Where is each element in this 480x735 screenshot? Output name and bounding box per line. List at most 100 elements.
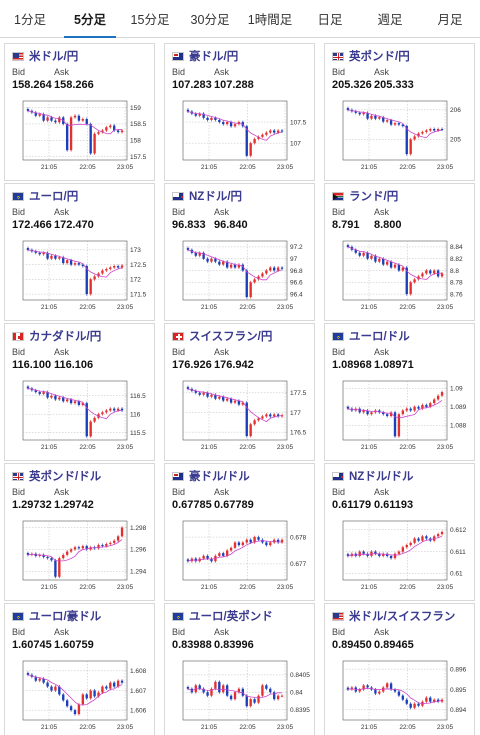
pair-link[interactable]: ランド/円 (332, 189, 398, 203)
pair-link[interactable]: 米ドル/円 (12, 49, 78, 63)
flag-za-icon (332, 191, 344, 201)
rate-card[interactable]: カナダドル/円 Bid Ask 116.100 116.106 116.5 116 115.5… (4, 323, 155, 461)
rate-card[interactable]: 米ドル/スイスフラン Bid Ask 0.89450 0.89465 0.896 0.895… (324, 603, 475, 735)
rate-card[interactable]: ユーロ/豪ドル Bid Ask 1.60745 1.60759 1.608 1.607 1.6… (4, 603, 155, 735)
candle-body (378, 691, 381, 694)
x-tick-label: 22:05 (79, 444, 96, 451)
pair-link[interactable]: ユーロ/円 (12, 189, 78, 203)
candle-body (257, 537, 260, 540)
x-tick-label: 22:05 (399, 304, 416, 311)
pair-link[interactable]: 英ポンド/ドル (12, 469, 101, 483)
x-tick-label: 23:05 (437, 304, 454, 311)
candlestick-chart[interactable]: 0.896 0.895 0.894 21:05 22:05 23:05 (329, 657, 472, 735)
pair-link[interactable]: カナダドル/円 (12, 329, 101, 343)
bid-label: Bid (172, 67, 186, 77)
ask-label: Ask (374, 627, 390, 637)
candle-body (109, 542, 112, 544)
y-tick-label: 0.612 (450, 527, 467, 534)
rate-card[interactable]: NZドル/円 Bid Ask 96.833 96.840 97.2 97 96.8 96.6 96… (164, 183, 315, 321)
candlestick-chart[interactable]: 206 205 21:05 22:05 23:05 (329, 97, 472, 179)
pair-link[interactable]: ユーロ/豪ドル (12, 609, 101, 623)
candle-body (409, 703, 412, 708)
candle-body (385, 120, 389, 122)
rate-card[interactable]: スイスフラン/円 Bid Ask 176.926 176.942 177.5 177 176.… (164, 323, 315, 461)
rate-card[interactable]: NZドル/ドル Bid Ask 0.61179 0.61193 0.612 0.611 0.6… (324, 463, 475, 601)
candle-body (237, 264, 241, 268)
y-tick-label: 0.8405 (290, 672, 310, 679)
candle-body (202, 113, 205, 118)
candlestick-chart[interactable]: 1.09 1.089 1.088 21:05 22:05 23:05 (329, 377, 472, 459)
pair-link[interactable]: スイスフラン/円 (172, 329, 272, 343)
candle-body (222, 685, 225, 693)
candlestick-chart[interactable]: 8.84 8.82 8.8 8.78 8.76 21:05 22:05 23:05 (329, 237, 472, 319)
tab-30min[interactable]: 30分足 (190, 13, 230, 27)
bid-value: 0.61179 (332, 499, 372, 511)
candle-body (206, 258, 209, 262)
candlestick-chart[interactable]: 97.2 97 96.8 96.6 96.4 21:05 22:05 23:05 (169, 237, 312, 319)
candle-body (397, 414, 401, 437)
candlestick-chart[interactable]: 0.612 0.611 0.61 21:05 22:05 23:05 (329, 517, 472, 599)
rate-card[interactable]: 豪ドル/ドル Bid Ask 0.67785 0.67789 0.678 0.677 21:0… (164, 463, 315, 601)
tab-daily[interactable]: 日足 (317, 13, 343, 27)
tab-1min[interactable]: 1分足 (14, 13, 46, 27)
candlestick-chart[interactable]: 159 158.5 158 157.5 21:05 22:05 23:05 (9, 97, 152, 179)
candle-body (120, 527, 124, 537)
y-tick-label: 1.296 (130, 547, 147, 554)
pair-link[interactable]: ユーロ/ドル (332, 329, 410, 343)
ask-label: Ask (54, 487, 70, 497)
candle-body (206, 392, 209, 397)
candle-body (218, 553, 221, 556)
rate-card[interactable]: 英ポンド/ドル Bid Ask 1.29732 1.29742 1.298 1.296 1.2… (4, 463, 155, 601)
flag-eu-icon (12, 191, 24, 201)
pair-link[interactable]: 豪ドル/円 (172, 49, 238, 63)
candle-body (257, 136, 260, 139)
x-tick-label: 22:05 (239, 724, 256, 731)
rate-card[interactable]: ランド/円 Bid Ask 8.791 8.800 8.84 8.82 8.8 8.78 8.76… (324, 183, 475, 321)
pair-link[interactable]: ユーロ/英ポンド (172, 609, 273, 623)
rate-card[interactable]: 英ポンド/円 Bid Ask 205.326 205.333 206 205 21:05 22:… (324, 43, 475, 181)
candle-body (433, 129, 436, 131)
candlestick-chart[interactable]: 0.8405 0.84 0.8395 21:05 22:05 23:05 (169, 657, 312, 735)
bid-label: Bid (12, 67, 26, 77)
candlestick-chart[interactable]: 116.5 116 115.5 21:05 22:05 23:05 (9, 377, 152, 459)
tab-15min[interactable]: 15分足 (130, 13, 170, 27)
rate-card[interactable]: 豪ドル/円 Bid Ask 107.283 107.288 107.5 107 21:05 22… (164, 43, 315, 181)
candle-body (401, 695, 405, 700)
candlestick-chart[interactable]: 1.298 1.296 1.294 21:05 22:05 23:05 (9, 517, 152, 599)
candle-body (370, 412, 373, 415)
tab-1hour[interactable]: 1時間足 (247, 13, 293, 27)
candle-body (225, 122, 229, 125)
x-tick-label: 23:05 (437, 444, 454, 451)
candlestick-chart[interactable]: 177.5 177 176.5 21:05 22:05 23:05 (169, 377, 312, 459)
flag-gb-icon (12, 471, 24, 481)
pair-link[interactable]: 米ドル/スイスフラン (332, 609, 455, 623)
candle-body (202, 392, 205, 395)
rate-card[interactable]: ユーロ/ドル Bid Ask 1.08968 1.08971 1.09 1.089 1.088… (324, 323, 475, 461)
candlestick-chart[interactable]: 107.5 107 21:05 22:05 23:05 (169, 97, 312, 179)
pair-link[interactable]: NZドル/ドル (332, 469, 414, 483)
candle-body (401, 124, 405, 127)
candle-body (225, 398, 229, 401)
candle-body (362, 112, 365, 115)
candle-body (370, 115, 373, 119)
candle-body (257, 695, 260, 703)
candlestick-chart[interactable]: 0.678 0.677 21:05 22:05 23:05 (169, 517, 312, 599)
rate-card[interactable]: ユーロ/英ポンド Bid Ask 0.83988 0.83996 0.8405 0.84 0.… (164, 603, 315, 735)
candle-body (198, 392, 201, 395)
pair-link[interactable]: 英ポンド/円 (332, 49, 410, 63)
tab-monthly[interactable]: 月足 (437, 13, 463, 27)
candle-body (34, 390, 37, 393)
candlestick-chart[interactable]: 1.608 1.607 1.606 21:05 22:05 23:05 (9, 657, 152, 735)
flag-ch-icon (172, 331, 184, 341)
rate-card[interactable]: 米ドル/円 Bid Ask 158.264 158.266 159 158.5 158 157.… (4, 43, 155, 181)
ask-label: Ask (214, 487, 230, 497)
candlestick-chart[interactable]: 173 172.5 172 171.5 21:05 22:05 23:05 (9, 237, 152, 319)
pair-link[interactable]: 豪ドル/ドル (172, 469, 250, 483)
ask-label: Ask (54, 67, 70, 77)
tab-5min[interactable]: 5分足 (60, 0, 120, 38)
tab-weekly[interactable]: 週足 (377, 13, 403, 27)
candle-body (409, 282, 412, 295)
rate-card[interactable]: ユーロ/円 Bid Ask 172.466 172.470 173 172.5 172 171.… (4, 183, 155, 321)
candle-body (413, 136, 416, 140)
pair-link[interactable]: NZドル/円 (172, 189, 242, 203)
